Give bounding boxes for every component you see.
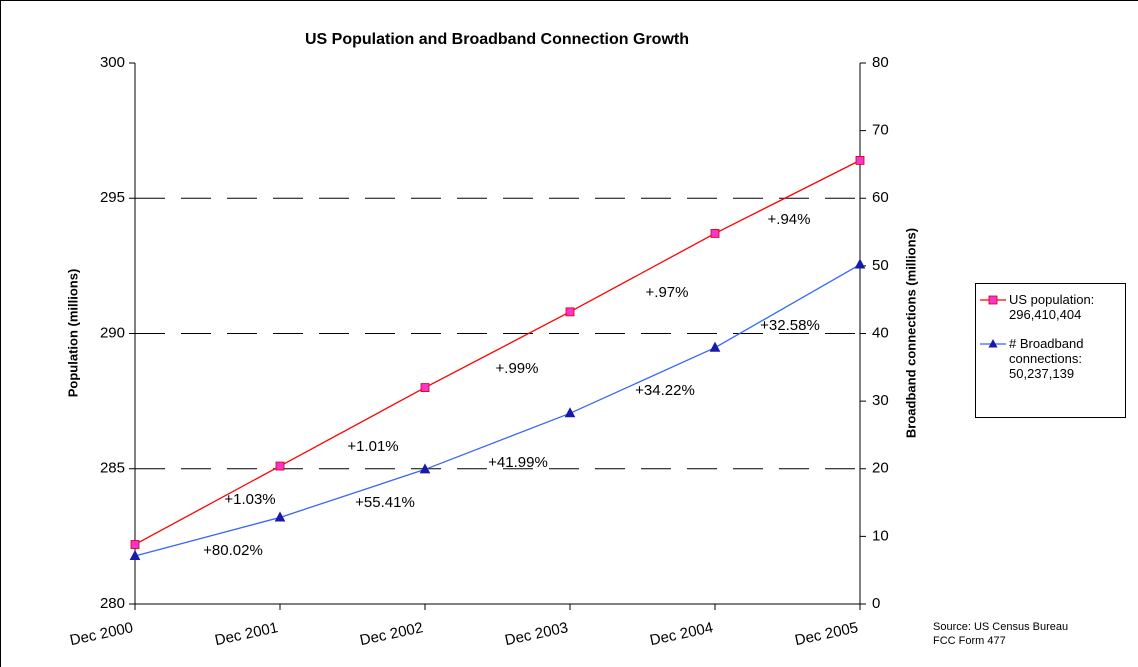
legend-label: # Broadband connections: 50,237,139 (1009, 336, 1084, 381)
annotation: +1.01% (347, 438, 398, 455)
legend-item: # Broadband connections: 50,237,139 (980, 336, 1121, 381)
annotation: +.94% (768, 211, 811, 228)
y2-tick-label: 80 (872, 54, 889, 71)
y-tick-label: 300 (100, 54, 125, 71)
y2-tick-label: 60 (872, 189, 889, 206)
y2-tick-label: 50 (872, 257, 889, 274)
marker (275, 461, 285, 471)
legend-swatch (980, 295, 1006, 305)
marker (710, 229, 720, 238)
annotation: +.97% (646, 284, 689, 301)
legend: US population: 296,410,404 # Broadband co… (975, 283, 1126, 418)
legend-label: US population: 296,410,404 (1009, 292, 1095, 322)
marker (564, 407, 576, 418)
y-tick-label: 285 (100, 460, 125, 477)
y-tick-label: 290 (100, 324, 125, 341)
annotation: +32.58% (760, 317, 820, 334)
series-line (134, 159, 861, 546)
legend-item: US population: 296,410,404 (980, 292, 1121, 322)
y2-tick-label: 0 (872, 595, 880, 612)
series-line (134, 263, 861, 557)
annotation: +80.02% (203, 542, 263, 559)
y2-tick-label: 30 (872, 392, 889, 409)
y2-tick-label: 70 (872, 122, 889, 139)
annotation: +.99% (496, 360, 539, 377)
annotation: +55.41% (355, 494, 415, 511)
x-tick-label: Dec 2005 (793, 619, 859, 649)
marker (274, 511, 286, 522)
annotation: +34.22% (635, 382, 695, 399)
source-note: Source: US Census Bureau (933, 621, 1068, 633)
legend-swatch (980, 339, 1006, 348)
x-tick-label: Dec 2002 (358, 619, 424, 649)
marker (419, 463, 431, 474)
marker (709, 341, 721, 352)
source-note: FCC Form 477 (933, 635, 1006, 647)
marker (420, 383, 430, 393)
annotation: +1.03% (224, 491, 275, 508)
y2-axis-title: Broadband connections (millions) (903, 228, 918, 438)
legend-marker (988, 339, 998, 348)
x-tick-label: Dec 2000 (68, 619, 134, 649)
marker (565, 307, 575, 317)
y-axis-title: Population (millions) (65, 269, 80, 398)
y2-tick-label: 20 (872, 460, 889, 477)
marker (855, 155, 865, 165)
marker (129, 549, 141, 560)
x-tick-label: Dec 2004 (648, 619, 714, 649)
y-tick-label: 295 (100, 189, 125, 206)
x-tick-label: Dec 2001 (213, 619, 279, 649)
y-tick-label: 280 (100, 595, 125, 612)
x-tick-label: Dec 2003 (503, 619, 569, 649)
y2-tick-label: 10 (872, 527, 889, 544)
y2-tick-label: 40 (872, 324, 889, 341)
annotation: +41.99% (488, 454, 548, 471)
legend-marker (988, 295, 998, 305)
marker (130, 540, 140, 549)
chart-title: US Population and Broadband Connection G… (305, 31, 689, 48)
marker (854, 258, 866, 269)
